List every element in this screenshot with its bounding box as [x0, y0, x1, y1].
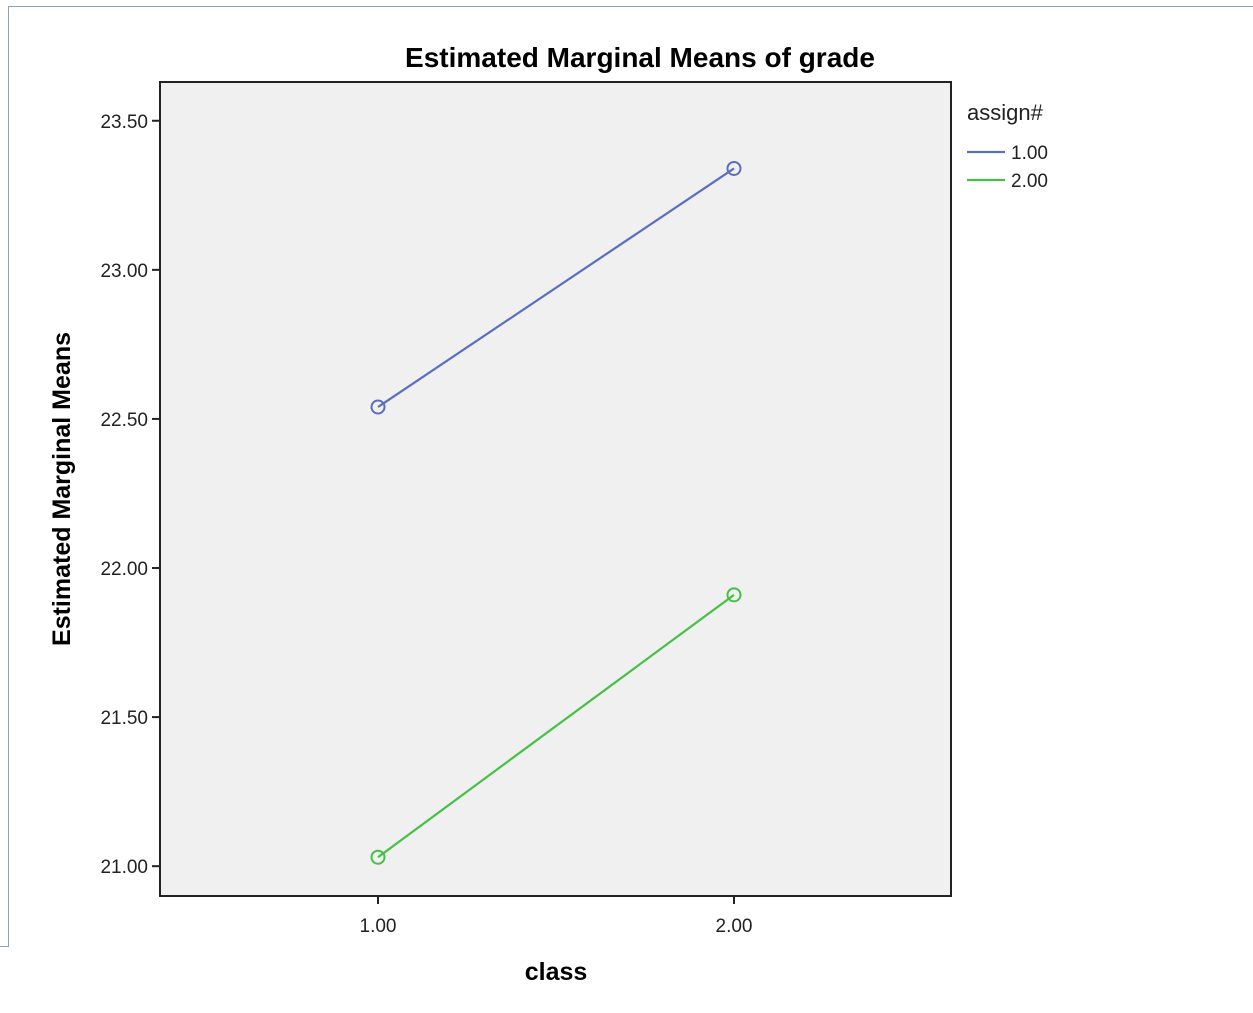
window-border-top: [8, 6, 1253, 7]
y-tick-label: 23.00: [100, 261, 148, 282]
x-axis-title: class: [525, 958, 588, 986]
series-line: [377, 593, 735, 859]
window-border-notch: [0, 946, 9, 947]
data-point-marker: [370, 849, 386, 865]
legend: assign# 1.00 2.00: [967, 100, 1048, 192]
window-border-left: [8, 6, 9, 946]
plot-area: [159, 81, 952, 897]
data-point-marker: [370, 399, 386, 415]
chart-title: Estimated Marginal Means of grade: [405, 42, 875, 73]
data-point-marker: [726, 160, 742, 176]
y-tick-label: 22.50: [100, 410, 148, 431]
y-tick-label: 23.50: [100, 112, 148, 133]
y-tick-label: 22.00: [100, 559, 148, 580]
y-tick-label: 21.00: [100, 857, 148, 878]
y-tick-label: 21.50: [100, 708, 148, 729]
y-axis: 21.00 21.50 22.00 22.50 23.00 23.50: [100, 112, 160, 878]
x-tick-label: 1.00: [360, 916, 397, 937]
legend-title: assign#: [967, 100, 1044, 125]
legend-label: 2.00: [1011, 171, 1048, 192]
x-axis: 1.00 2.00: [360, 896, 753, 937]
series-layer: [370, 160, 742, 865]
series-line: [377, 167, 735, 408]
y-axis-title: Estimated Marginal Means: [48, 332, 76, 646]
data-point-marker: [726, 587, 742, 603]
legend-label: 1.00: [1011, 143, 1048, 164]
x-tick-label: 2.00: [716, 916, 753, 937]
